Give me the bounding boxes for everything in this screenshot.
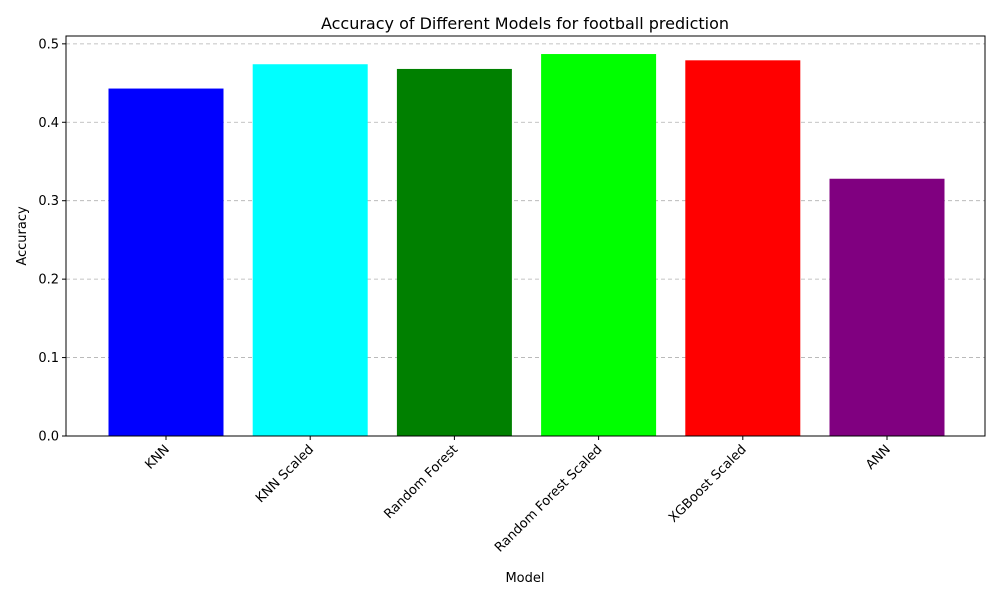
bar [541,54,657,436]
y-tick-label: 0.1 [38,351,59,366]
x-tick-label: XGBoost Scaled [666,442,749,525]
y-tick-label: 0.3 [38,194,59,209]
bar [252,64,368,436]
bars [108,54,945,437]
y-axis: 0.0 0.1 0.2 0.3 0.4 0.5 [38,37,66,445]
bar [108,88,224,437]
bar [396,68,512,437]
y-axis-title: Accuracy [15,206,30,266]
chart-title: Accuracy of Different Models for footbal… [321,14,729,33]
x-tick-label: Random Forest Scaled [492,442,605,555]
x-axis-title: Model [505,571,544,586]
y-tick-label: 0.4 [38,116,59,131]
x-tick-label: KNN [142,442,172,472]
x-axis: KNN KNN Scaled Random Forest Random Forest … [142,436,894,556]
x-tick-label: KNN Scaled [253,442,317,506]
bar [829,178,945,436]
plot-frame [65,35,986,437]
x-tick-label: ANN [863,442,894,473]
y-tick-label: 0.0 [38,430,59,445]
bar [685,60,801,437]
x-tick-label: Random Forest [381,442,461,522]
y-tick-label: 0.2 [38,273,59,288]
y-tick-label: 0.5 [38,37,59,52]
